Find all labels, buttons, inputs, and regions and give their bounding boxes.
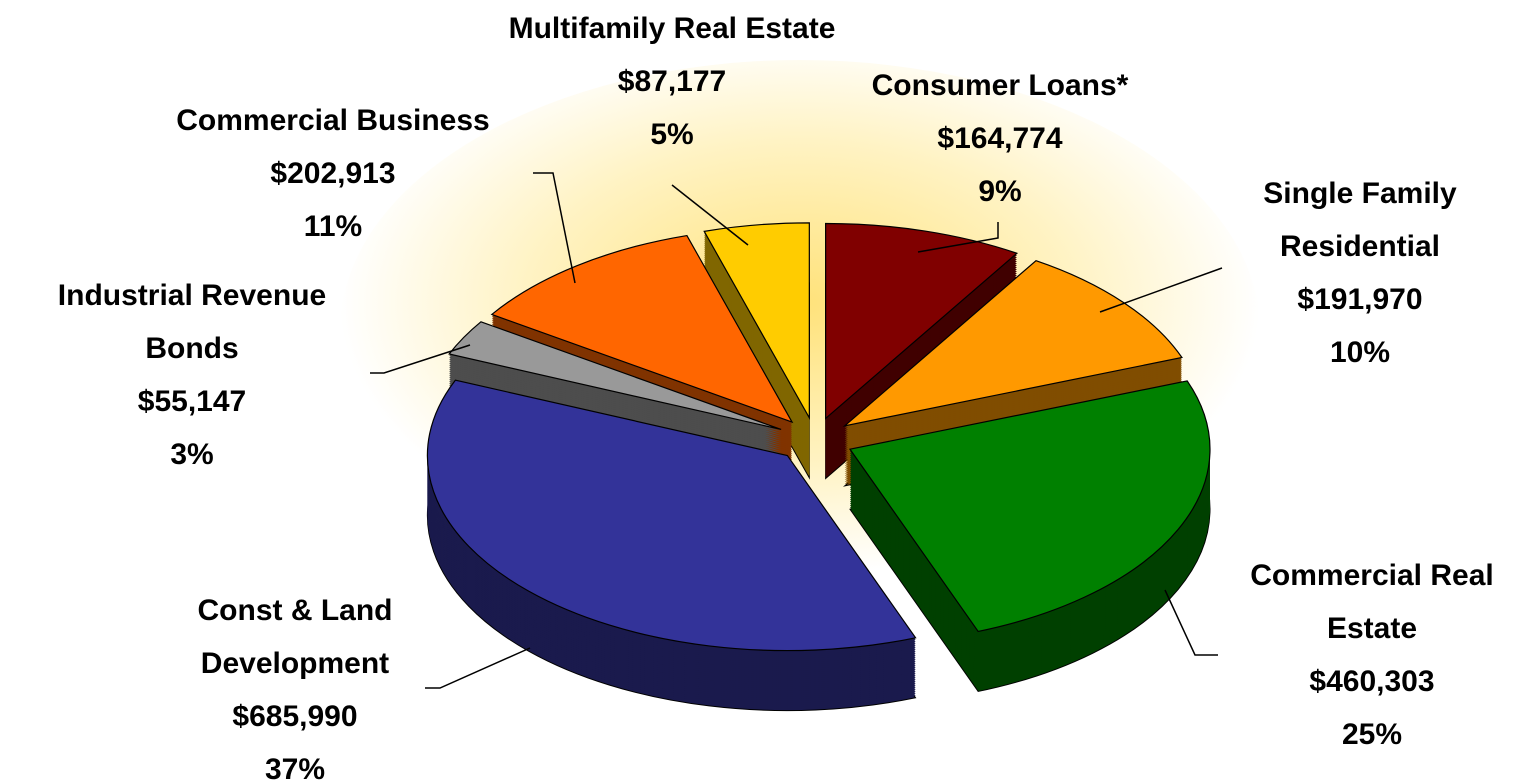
leader-line: [671, 184, 749, 246]
percent-label: 11%: [303, 210, 363, 243]
leader-line: [370, 344, 471, 374]
percent-label: 5%: [650, 118, 694, 151]
slice-top: [825, 222, 1019, 420]
slice-label: Const & Land Development $685,990 37%: [164, 584, 426, 783]
slice-top: [490, 234, 794, 424]
category-name: Single Family Residential: [1263, 177, 1457, 263]
pie-slice: [825, 222, 1019, 480]
slice-label: Industrial Revenue Bonds $55,147 3%: [10, 269, 375, 481]
slice-top: [842, 259, 1183, 427]
percent-label: 10%: [1329, 336, 1391, 369]
slice-top: [426, 379, 917, 652]
value-label: $202,913: [270, 157, 396, 190]
slice-label: Commercial Real Estate $460,303 25%: [1212, 549, 1532, 761]
leader-lines: [370, 172, 1223, 689]
category-name: Commercial Real Estate: [1250, 559, 1494, 645]
value-label: $685,990: [232, 700, 358, 733]
value-label: $55,147: [137, 385, 247, 418]
slice-label: Multifamily Real Estate $87,177 5%: [442, 2, 902, 161]
category-name: Commercial Business: [176, 104, 490, 137]
category-name: Multifamily Real Estate: [508, 12, 836, 45]
value-label: $164,774: [937, 122, 1063, 155]
slice-label: Consumer Loans* $164,774 9%: [790, 59, 1210, 218]
category-name: Industrial Revenue Bonds: [57, 279, 327, 365]
pie-slice: [426, 379, 917, 712]
category-name: Const & Land Development: [197, 594, 393, 680]
percent-label: 25%: [1341, 718, 1403, 751]
slice-top: [448, 321, 782, 431]
leader-line: [917, 222, 999, 253]
slice-label: Single Family Residential $191,970 10%: [1233, 167, 1488, 379]
value-label: $191,970: [1297, 283, 1423, 316]
percent-label: 9%: [978, 175, 1022, 208]
percent-label: 3%: [170, 438, 214, 471]
value-label: $87,177: [617, 65, 727, 98]
leader-line: [1099, 267, 1223, 313]
slices: [426, 222, 1211, 712]
value-label: $460,303: [1309, 665, 1435, 698]
leader-line: [533, 172, 576, 284]
leader-line: [1164, 589, 1218, 656]
pie-slice: [842, 259, 1183, 487]
slice-top: [848, 380, 1211, 633]
slice-top: [703, 222, 810, 421]
pie-slice: [848, 380, 1211, 692]
slice-label: Commercial Business $202,913 11%: [113, 94, 553, 253]
category-name: Consumer Loans*: [871, 69, 1129, 102]
leader-line: [425, 647, 531, 689]
percent-label: 37%: [264, 753, 326, 783]
